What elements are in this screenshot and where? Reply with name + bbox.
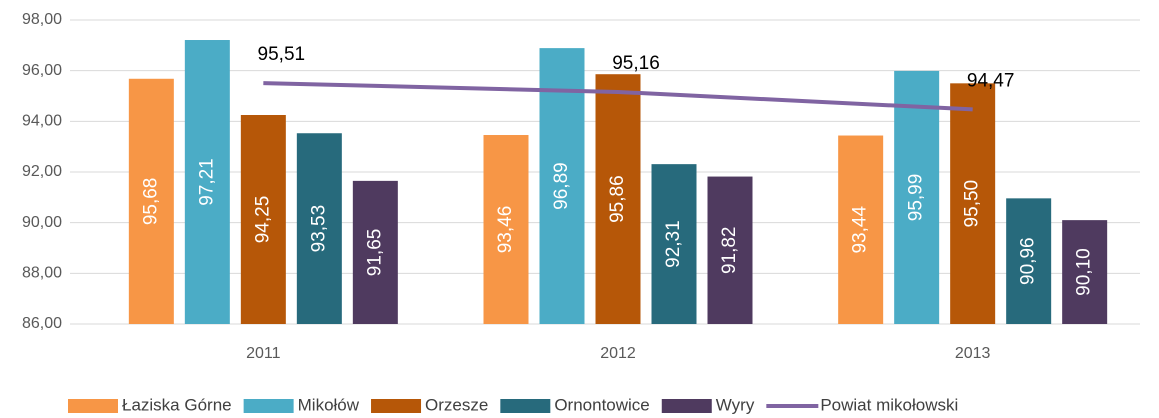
y-tick-label: 92,00: [22, 163, 62, 180]
bar-value-label: 92,31: [663, 220, 684, 268]
bar-value-label: 95,86: [607, 175, 628, 223]
bar: [894, 70, 940, 324]
bar: [128, 78, 174, 324]
y-tick-label: 94,00: [22, 113, 62, 130]
bar-value-label: 91,82: [719, 227, 740, 275]
x-tick-label: 2013: [955, 345, 991, 362]
line-value-label: 95,51: [258, 44, 306, 65]
bar-value-label: 94,25: [252, 196, 273, 244]
bar: [1062, 220, 1108, 324]
y-tick-label: 90,00: [22, 214, 62, 231]
legend-label: Ornontowice: [554, 395, 649, 414]
legend-swatch: [661, 399, 712, 413]
legend-swatch: [243, 399, 294, 413]
bar: [595, 74, 641, 324]
legend-label: Mikołów: [298, 395, 360, 414]
legend-label: Powiat mikołowski: [820, 395, 958, 414]
bar: [838, 135, 884, 324]
bar: [950, 83, 996, 324]
bar-value-label: 95,50: [962, 180, 983, 228]
bar-value-label: 93,46: [495, 206, 516, 254]
bar: [352, 180, 398, 324]
bar-value-label: 93,44: [850, 206, 871, 254]
line-value-label: 95,16: [612, 53, 660, 74]
bar-value-label: 90,10: [1074, 248, 1095, 296]
legend-swatch: [500, 399, 551, 413]
bar: [651, 164, 697, 324]
legend-swatch: [371, 399, 422, 413]
bar: [707, 176, 753, 324]
x-tick-label: 2012: [600, 345, 636, 362]
bar: [539, 48, 585, 325]
legend-label: Łaziska Górne: [122, 395, 232, 414]
bar: [483, 135, 529, 324]
bar-value-label: 95,68: [140, 178, 161, 226]
line-value-label: 94,47: [967, 70, 1015, 91]
bar-value-label: 91,65: [364, 229, 385, 277]
legend-swatch: [68, 399, 118, 413]
bar: [1006, 198, 1052, 324]
y-tick-label: 96,00: [22, 62, 62, 79]
bar-value-label: 96,89: [551, 162, 572, 210]
legend-label: Orzesze: [425, 395, 488, 414]
y-tick-label: 88,00: [22, 265, 62, 282]
x-tick-label: 2011: [246, 345, 281, 362]
bar: [296, 133, 342, 324]
y-tick-label: 86,00: [22, 315, 62, 332]
bar: [240, 115, 286, 324]
legend-label: Wyry: [716, 395, 755, 414]
bar-value-label: 90,96: [1018, 237, 1039, 285]
bar-value-label: 97,21: [196, 158, 217, 206]
y-tick-label: 98,00: [22, 11, 62, 28]
line-series: [263, 81, 973, 112]
bar: [184, 40, 230, 324]
bar-value-label: 93,53: [308, 205, 329, 253]
bar-value-label: 95,99: [906, 174, 927, 222]
